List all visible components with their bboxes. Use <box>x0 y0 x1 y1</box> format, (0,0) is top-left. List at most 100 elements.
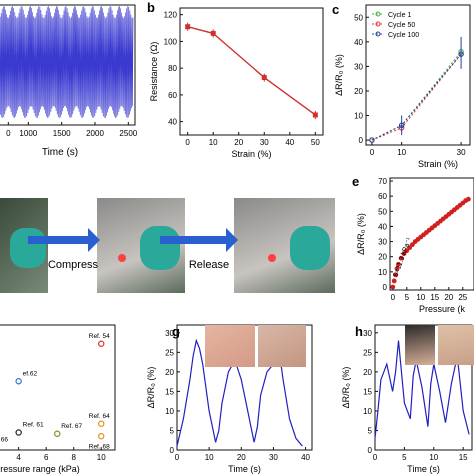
point-label: Ref. 68 <box>89 443 110 450</box>
plot-frame <box>179 7 324 136</box>
y-axis-label: ΔR/R₀ (%) <box>341 367 351 409</box>
glove-3 <box>290 226 330 270</box>
y-tick-label: 15 <box>363 387 372 396</box>
panel-letter: c <box>332 2 339 17</box>
x-axis-label: Strain (%) <box>231 149 271 159</box>
data-point <box>261 75 267 81</box>
x-axis-label: Strain (%) <box>418 159 458 169</box>
x-tick-label: 10 <box>429 453 438 462</box>
legend-label: Cycle 100 <box>388 32 419 39</box>
x-tick-label: 1000 <box>19 129 37 138</box>
data-point <box>404 248 410 254</box>
data-point <box>98 420 105 427</box>
y-tick-label: 5 <box>368 426 373 435</box>
y-tick-label: 10 <box>378 268 387 277</box>
panel-c-chart: c 0 10 30 0 10 20 30 40 50 Strain (%) ΔR/R₀ (%) Cycl… <box>332 2 471 169</box>
panel-d-photo-strip <box>0 198 335 293</box>
x-tick-label: 2500 <box>119 129 137 138</box>
y-tick-label: 10 <box>354 112 363 121</box>
y-tick-label: 15 <box>165 387 174 396</box>
panel-d-arrows: Compress Release <box>28 228 238 271</box>
panel-a-chart: Time (s) 0 1000 1500 2000 2500 <box>0 4 138 158</box>
panel-letter: h <box>355 324 363 339</box>
release-label: Release <box>189 259 229 271</box>
x-tick-label: 40 <box>285 138 294 147</box>
y-tick-label: 0 <box>383 283 388 292</box>
panel-h-photo-throat <box>438 325 474 365</box>
x-tick-label: 30 <box>269 453 278 462</box>
data-point <box>466 196 471 202</box>
resistance-line <box>187 26 316 116</box>
x-tick-label: 30 <box>260 138 269 147</box>
y-tick-label: 20 <box>165 368 174 377</box>
x-tick-label: 0 <box>175 453 180 462</box>
x-axis-label: Time (s) <box>407 464 440 474</box>
point-label: Ref. 67 <box>61 423 82 430</box>
point-label: 66 <box>1 436 9 443</box>
x-tick-label: 20 <box>237 453 246 462</box>
y-tick-label: 30 <box>354 62 363 71</box>
plot-frame <box>0 324 116 451</box>
data-point <box>185 24 191 30</box>
y-tick-label: 40 <box>378 222 387 231</box>
x-tick-label: 50 <box>311 138 320 147</box>
panel-letter: e <box>352 174 359 189</box>
x-tick-label: 5 <box>402 453 407 462</box>
y-tick-label: 25 <box>363 348 372 357</box>
data-point <box>401 251 407 257</box>
x-tick-label: 40 <box>301 453 310 462</box>
white-gap-2 <box>185 198 234 293</box>
y-tick-label: 40 <box>354 38 363 47</box>
x-tick-label: 1500 <box>53 129 71 138</box>
y-tick-label: 120 <box>164 11 178 20</box>
y-tick-label: 10 <box>165 407 174 416</box>
data-point <box>407 245 412 251</box>
y-tick-label: 10 <box>363 407 372 416</box>
data-point <box>210 30 216 36</box>
compress-arrow <box>28 228 100 252</box>
y-tick-label: 0 <box>368 446 373 455</box>
legend-marker <box>375 11 381 17</box>
x-tick-label: 2000 <box>86 129 104 138</box>
data-point <box>398 255 404 261</box>
y-tick-label: 30 <box>363 329 372 338</box>
plot-frame <box>0 4 136 126</box>
y-tick-label: 100 <box>164 37 178 46</box>
led-2 <box>268 254 276 262</box>
legend-label: Cycle 1 <box>388 12 411 19</box>
legend-marker <box>375 21 381 27</box>
panel-g-photo-arm <box>205 325 255 367</box>
x-tick-label: 0 <box>391 293 396 302</box>
point-label: Ref. 64 <box>89 413 110 420</box>
y-tick-label: 0 <box>359 136 364 145</box>
data-point <box>98 433 105 440</box>
legend-label: Cycle 50 <box>388 22 415 29</box>
data-point <box>393 272 398 278</box>
plot-frame <box>389 177 474 291</box>
y-axis-label: ΔR/R₀ (%) <box>356 213 366 255</box>
data-point <box>15 429 22 436</box>
y-tick-label: 80 <box>168 64 177 73</box>
y-tick-label: 20 <box>378 253 387 262</box>
y-tick-label: 60 <box>168 91 177 100</box>
release-arrow <box>160 228 238 252</box>
y-axis-label: ΔR/R₀ (%) <box>146 367 156 409</box>
oscillation-line <box>0 5 134 119</box>
y-tick-label: 0 <box>170 446 175 455</box>
compress-label: Compress <box>48 259 99 271</box>
point-label: ef.62 <box>23 370 38 377</box>
x-tick-label: 5 <box>405 293 410 302</box>
data-point <box>396 261 401 267</box>
series-line <box>371 51 462 141</box>
y-tick-label: 25 <box>165 348 174 357</box>
x-tick-label: 20 <box>234 138 243 147</box>
y-tick-label: 40 <box>168 118 177 127</box>
legend-marker <box>375 31 381 37</box>
x-tick-label: 10 <box>205 453 214 462</box>
data-point <box>410 242 415 247</box>
y-tick-label: 70 <box>378 177 387 186</box>
y-tick-label: 50 <box>354 13 363 22</box>
x-tick-label: 0 <box>370 148 375 157</box>
panel-b-chart: b 0 10 20 30 40 50 40 60 80 100 120 Strain (%) Resist… <box>147 0 324 159</box>
